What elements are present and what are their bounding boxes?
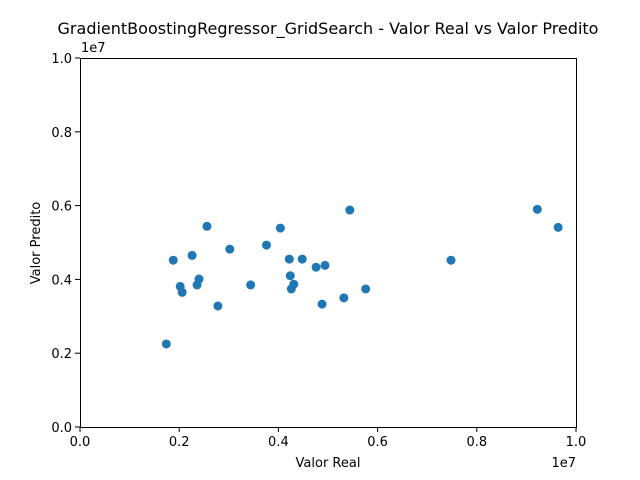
x-tick-label-3: 0.6 (367, 435, 388, 450)
data-point-6 (194, 274, 204, 284)
data-point-22 (345, 205, 355, 215)
data-point-11 (261, 240, 271, 250)
data-point-9 (225, 244, 235, 254)
y-tick-label-2: 0.4 (51, 273, 72, 288)
data-point-0 (161, 339, 171, 349)
points-layer (161, 204, 563, 349)
data-point-13 (284, 254, 294, 264)
y-offset-label: 1e7 (81, 41, 106, 56)
data-point-20 (320, 260, 330, 270)
data-point-19 (317, 299, 327, 309)
x-tick-label-5: 1.0 (566, 435, 587, 450)
data-point-8 (213, 301, 223, 311)
y-tick-label-4: 0.8 (51, 126, 72, 141)
data-point-1 (168, 255, 178, 265)
data-point-12 (275, 223, 285, 233)
data-point-25 (532, 204, 542, 214)
data-point-26 (553, 222, 563, 232)
data-point-18 (311, 262, 321, 272)
data-point-10 (246, 280, 256, 290)
y-axis-label: Valor Predito (29, 202, 44, 285)
x-axis-ticks: 0.0 0.2 0.4 0.6 0.8 1.0 (70, 427, 587, 450)
data-point-23 (361, 284, 371, 294)
data-point-7 (202, 221, 212, 231)
x-axis-label: Valor Real (296, 456, 361, 471)
y-tick-label-0: 0.0 (51, 421, 72, 436)
x-tick-label-0: 0.0 (70, 435, 91, 450)
data-point-21 (339, 293, 349, 303)
x-tick-label-4: 0.8 (466, 435, 487, 450)
data-point-16 (289, 279, 299, 289)
y-tick-label-1: 0.2 (51, 347, 72, 362)
data-point-3 (177, 287, 187, 297)
x-offset-label: 1e7 (551, 456, 576, 471)
data-point-24 (446, 255, 456, 265)
x-tick-label-2: 0.4 (268, 435, 289, 450)
chart-title: GradientBoostingRegressor_GridSearch - V… (58, 19, 599, 39)
y-tick-label-5: 1.0 (51, 52, 72, 67)
data-point-17 (297, 254, 307, 264)
data-point-4 (187, 250, 197, 260)
y-axis-ticks: 0.0 0.2 0.4 0.6 0.8 1.0 (51, 52, 80, 436)
data-point-14 (285, 271, 295, 281)
y-tick-label-3: 0.6 (51, 200, 72, 215)
x-tick-label-1: 0.2 (169, 435, 190, 450)
plot-frame (80, 58, 577, 428)
